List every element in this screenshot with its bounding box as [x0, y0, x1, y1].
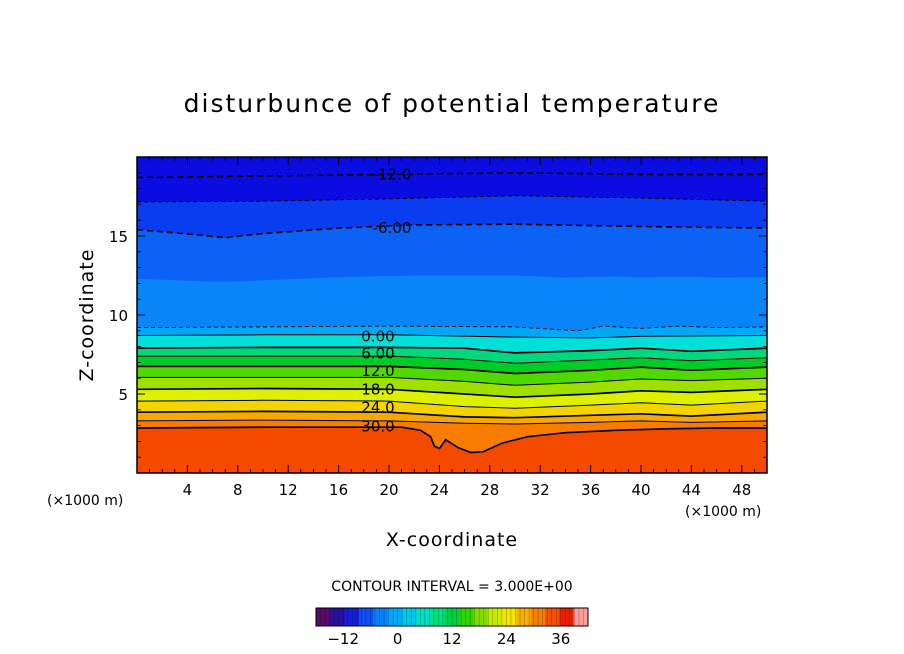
- contour-interval-label: CONTOUR INTERVAL = 3.000E+00: [331, 579, 572, 595]
- contour-line: [137, 419, 767, 425]
- y-tick-label: 10: [109, 307, 128, 325]
- x-tick-label: 28: [480, 481, 499, 499]
- colorbar-tick-label: −12: [327, 630, 359, 648]
- colorbar-segment: [530, 608, 546, 626]
- x-tick-label: 44: [682, 481, 701, 499]
- contour-line: [137, 334, 767, 339]
- x-tick-label: 8: [233, 481, 243, 499]
- colorbar-segment: [545, 608, 560, 626]
- x-tick-label: 20: [379, 481, 398, 499]
- x-tick-label: 4: [183, 481, 193, 499]
- x-axis-title: X-coordinate: [386, 529, 518, 551]
- contour-line: [137, 410, 767, 419]
- colorbar-segment: [444, 608, 460, 626]
- colorbar-segment: [573, 608, 589, 626]
- x-tick-label: 12: [279, 481, 298, 499]
- x-tick-label: 24: [430, 481, 449, 499]
- colorbar-segment: [416, 608, 431, 626]
- x-axis-left-unit-label: (×1000 m): [47, 493, 123, 509]
- contour-fill-band: [137, 427, 767, 473]
- plot-area: [137, 157, 767, 473]
- contour-lines: [137, 171, 767, 454]
- colorbar-tick-label: 0: [393, 630, 403, 648]
- contour-label: 0.00: [361, 327, 394, 345]
- contour-label: 12.0: [361, 362, 394, 380]
- colorbar-tick-label: 24: [497, 630, 516, 648]
- x-tick-label: 16: [329, 481, 348, 499]
- x-tick-label: 36: [581, 481, 600, 499]
- x-tick-label: 40: [631, 481, 650, 499]
- colorbar-segment: [473, 608, 489, 626]
- colorbar-segment: [502, 608, 517, 626]
- contour-label: -12.0: [373, 165, 412, 183]
- colorbar-segment: [373, 608, 388, 626]
- contour-line: [137, 195, 767, 203]
- colorbar-segment: [487, 608, 503, 626]
- y-axis: 5 10 15: [109, 172, 767, 458]
- y-tick-label: 15: [109, 228, 128, 246]
- colorbar-segment: [344, 608, 360, 626]
- contour-line: [137, 387, 767, 399]
- colorbar-segment: [516, 608, 532, 626]
- colorbar-segment: [358, 608, 374, 626]
- colorbar-segment: [330, 608, 346, 626]
- contour-line: [137, 325, 767, 332]
- contour-label: 30.0: [361, 417, 394, 435]
- contour-line: [137, 346, 767, 354]
- x-tick-label: 32: [531, 481, 550, 499]
- colorbar-frame: [315, 607, 589, 627]
- contour-line: [137, 223, 767, 239]
- y-axis-title: Z-coordinate: [76, 249, 98, 382]
- colorbar-segment: [387, 608, 403, 626]
- x-axis: 4 8 12 16 20 24 28 32 36 40 44 48: [149, 157, 755, 499]
- chart-title: disturbunce of potential temperature: [184, 89, 721, 118]
- contour-line: [137, 426, 767, 454]
- colorbar-segment: [401, 608, 417, 626]
- colorbar-tick-labels: −12 0 12 24 36: [327, 630, 570, 648]
- colorbar-segment: [316, 608, 331, 626]
- contour-line: [137, 376, 767, 386]
- colorbar-tick-label: 12: [442, 630, 461, 648]
- contour-label: 24.0: [361, 398, 394, 416]
- colorbar-segment: [430, 608, 446, 626]
- contour-line: [137, 171, 767, 179]
- y-tick-label: 5: [118, 386, 128, 404]
- x-tick-label: 48: [732, 481, 751, 499]
- contour-label: 6.00: [361, 345, 394, 363]
- colorbar-tick-label: 36: [551, 630, 570, 648]
- contour-line: [137, 355, 767, 364]
- contour-label: 18.0: [361, 380, 394, 398]
- colorbar-segment: [459, 608, 474, 626]
- colorbar: [315, 607, 589, 627]
- contour-line: [137, 365, 767, 375]
- x-axis-unit-label: (×1000 m): [685, 504, 761, 520]
- colorbar-segment: [559, 608, 575, 626]
- contour-line: [137, 399, 767, 409]
- contour-label: -6.00: [373, 219, 412, 237]
